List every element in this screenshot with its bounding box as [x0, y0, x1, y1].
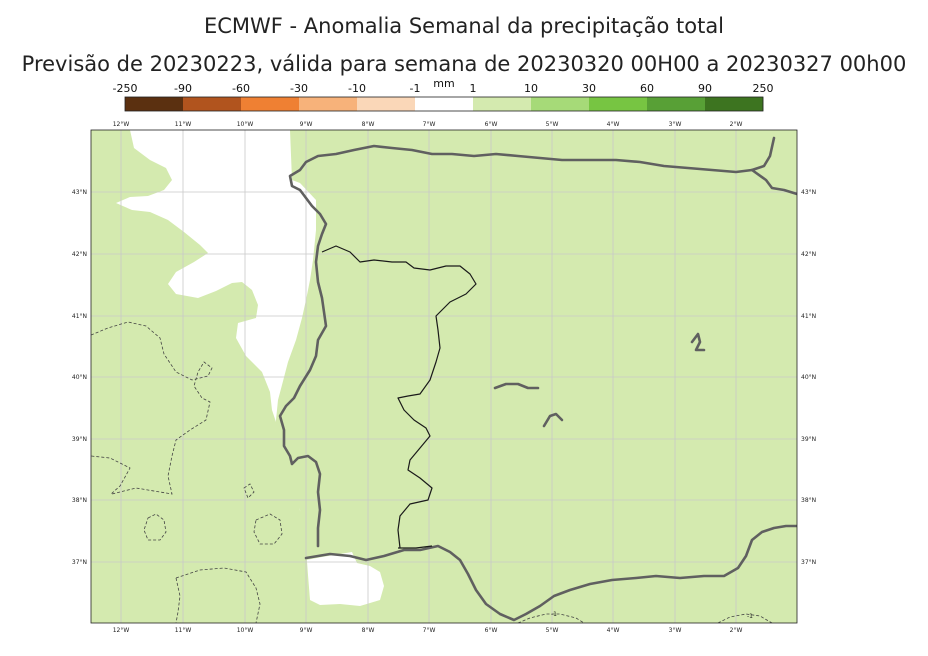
lon-label: 12°W [113, 627, 130, 634]
lon-label: 2°W [730, 627, 743, 634]
lon-label: 6°W [485, 627, 498, 634]
colorbar-swatch [241, 97, 300, 111]
colorbar-tick-label: -1 [410, 82, 421, 95]
coastline [278, 136, 797, 622]
lat-label: 38°N [72, 497, 87, 504]
colorbar-swatch [299, 97, 358, 111]
lat-label: 39°N [72, 436, 87, 443]
lat-label: 42°N [72, 251, 87, 258]
lat-label: 38°N [801, 497, 816, 504]
map-area [91, 130, 797, 623]
colorbar-swatch [705, 97, 764, 111]
lon-label: 3°W [669, 627, 682, 634]
lon-label: 12°W [113, 121, 130, 128]
colorbar-tick-label: 90 [698, 82, 712, 95]
map-title: ECMWF - Anomalia Semanal da precipitação… [203, 14, 725, 38]
lon-label: 7°W [423, 627, 436, 634]
lon-label: 5°W [546, 121, 559, 128]
latitude-labels-right: 43°N 42°N 41°N 40°N 39°N 38°N 37°N [801, 189, 816, 566]
contour-label: -1 [747, 613, 753, 620]
lon-label: 7°W [423, 121, 436, 128]
colorbar-tick-label: -30 [290, 82, 308, 95]
lat-label: 43°N [801, 189, 816, 196]
colorbar-tick-label: -60 [232, 82, 250, 95]
contour-label: -1 [551, 611, 557, 618]
colorbar-swatch [357, 97, 416, 111]
map-frame [90, 129, 798, 624]
lat-label: 37°N [72, 559, 87, 566]
colorbar-tick-label: -90 [174, 82, 192, 95]
country-border [321, 245, 477, 549]
lon-label: 11°W [175, 627, 192, 634]
lon-label: 11°W [175, 121, 192, 128]
colorbar-swatch [589, 97, 648, 111]
strait-anomaly-region [424, 546, 498, 623]
lon-label: 2°W [730, 121, 743, 128]
colorbar-tick-label: -250 [113, 82, 138, 95]
colorbar-swatch [183, 97, 242, 111]
lon-label: 3°W [669, 121, 682, 128]
longitude-labels-top: 12°W 11°W 10°W 9°W 8°W 7°W 6°W 5°W 4°W 3… [113, 121, 743, 128]
latitude-labels-left: 43°N 42°N 41°N 40°N 39°N 38°N 37°N [72, 189, 87, 566]
colorbar: -250 -90 -60 -30 -10 -1 1 10 30 60 90 250 mm [113, 77, 774, 112]
lat-label: 40°N [72, 374, 87, 381]
lon-label: 10°W [237, 121, 254, 128]
colorbar-tick-label: 10 [524, 82, 538, 95]
colorbar-unit: mm [433, 77, 454, 90]
longitude-labels-bottom: 12°W 11°W 10°W 9°W 8°W 7°W 6°W 5°W 4°W 3… [113, 627, 743, 634]
map-subtitle: Previsão de 20230223, válida para semana… [21, 52, 907, 76]
colorbar-tick-label: 250 [753, 82, 774, 95]
anomaly-contours [91, 321, 773, 623]
lat-label: 39°N [801, 436, 816, 443]
colorbar-tick-label: 1 [470, 82, 477, 95]
colorbar-tick-label: -10 [348, 82, 366, 95]
colorbar-swatch [125, 97, 184, 111]
colorbar-swatch [647, 97, 706, 111]
colorbar-swatch [473, 97, 532, 111]
lon-label: 10°W [237, 627, 254, 634]
lat-label: 43°N [72, 189, 87, 196]
lon-label: 9°W [300, 627, 313, 634]
lat-label: 41°N [72, 313, 87, 320]
lon-label: 9°W [300, 121, 313, 128]
lat-label: 40°N [801, 374, 816, 381]
lon-label: 6°W [485, 121, 498, 128]
lon-label: 5°W [546, 627, 559, 634]
lat-label: 42°N [801, 251, 816, 258]
lon-label: 4°W [607, 627, 620, 634]
lon-label: 8°W [362, 627, 375, 634]
colorbar-swatch [415, 97, 474, 111]
colorbar-swatch [531, 97, 590, 111]
lat-label: 37°N [801, 559, 816, 566]
lat-label: 41°N [801, 313, 816, 320]
colorbar-tick-label: 60 [640, 82, 654, 95]
lon-label: 8°W [362, 121, 375, 128]
lon-label: 4°W [607, 121, 620, 128]
alboran-anomaly-region [468, 538, 797, 623]
colorbar-tick-label: 30 [582, 82, 596, 95]
